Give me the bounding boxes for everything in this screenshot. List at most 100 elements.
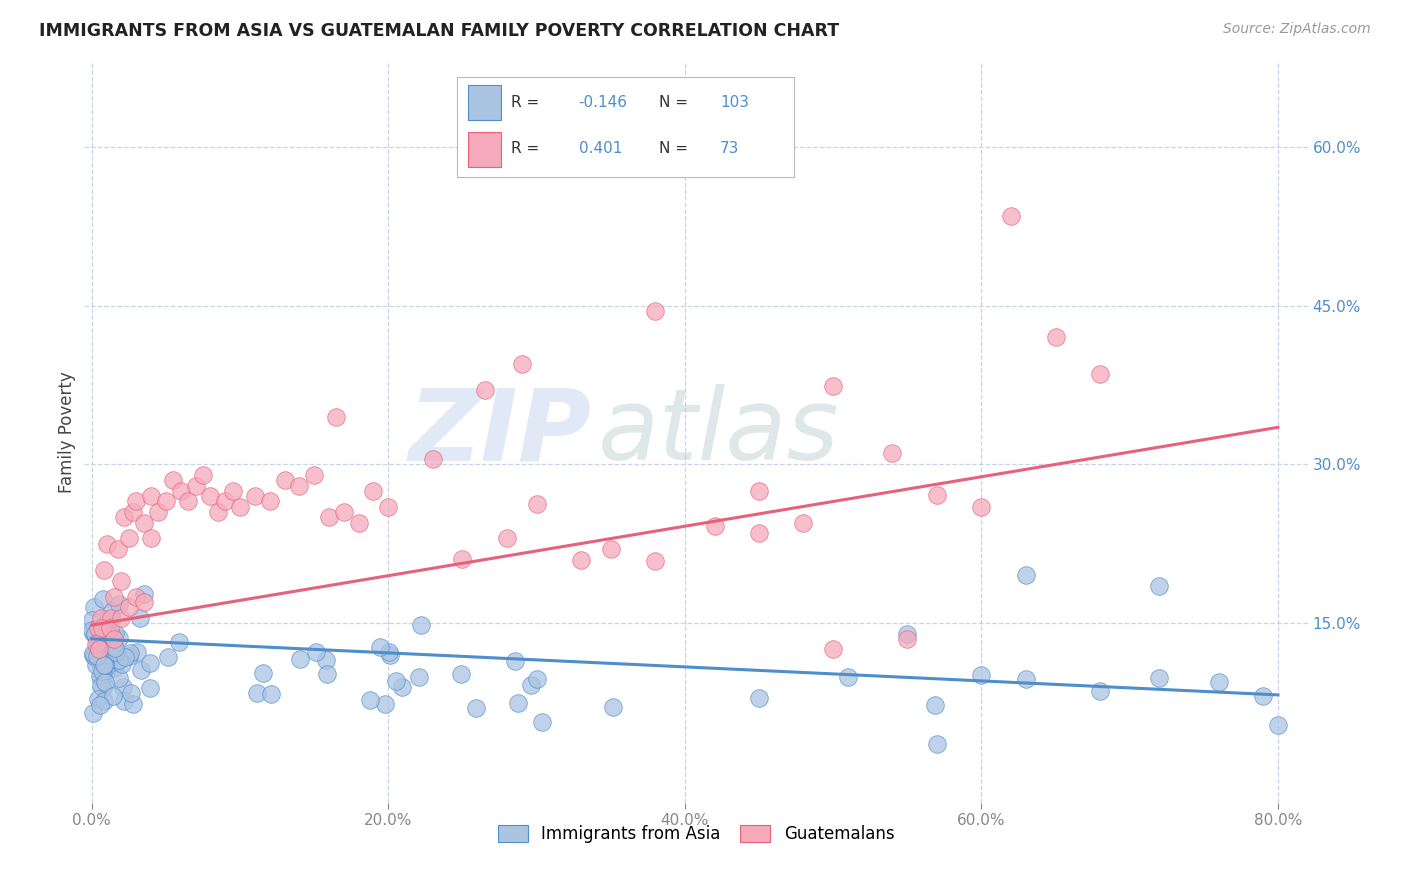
Point [107, 541, 129, 556]
Point [496, 531, 519, 545]
Point [112, 510, 135, 524]
Point [451, 551, 474, 566]
Point [409, 617, 432, 632]
Point [98, 621, 121, 635]
Point [94, 664, 117, 678]
Text: Source: ZipAtlas.com: Source: ZipAtlas.com [1223, 22, 1371, 37]
Point [378, 645, 401, 659]
Point [90, 679, 112, 693]
Point [599, 542, 621, 557]
Y-axis label: Family Poverty: Family Poverty [58, 372, 76, 493]
Point [118, 532, 141, 546]
Point [86, 648, 108, 663]
Point [108, 671, 131, 685]
Point [1149, 671, 1171, 685]
Point [107, 597, 129, 611]
Point [87, 692, 110, 706]
Point [823, 642, 845, 657]
Point [82, 706, 104, 720]
Point [118, 646, 141, 660]
Point [748, 526, 770, 541]
Point [89, 642, 111, 657]
Point [82, 648, 104, 662]
Point [1251, 689, 1274, 703]
Point [273, 473, 295, 487]
Point [108, 631, 131, 645]
Point [96, 625, 118, 640]
Point [89, 698, 111, 713]
Point [86, 629, 108, 643]
Point [191, 467, 214, 482]
Point [112, 694, 135, 708]
Point [288, 478, 311, 492]
Point [125, 494, 148, 508]
Point [363, 483, 385, 498]
Point [1045, 330, 1067, 344]
Point [148, 505, 170, 519]
Point [1015, 568, 1038, 582]
Point [91, 591, 114, 606]
Point [333, 505, 356, 519]
Legend: Immigrants from Asia, Guatemalans: Immigrants from Asia, Guatemalans [491, 819, 901, 850]
Point [748, 483, 770, 498]
Point [93, 658, 115, 673]
Point [94, 674, 117, 689]
Point [83, 600, 105, 615]
Point [184, 478, 207, 492]
Point [91, 622, 114, 636]
Point [91, 672, 114, 686]
Point [132, 516, 155, 530]
Point [925, 737, 948, 751]
Point [122, 505, 145, 519]
Point [925, 488, 948, 502]
Point [823, 379, 845, 393]
Point [128, 611, 150, 625]
Point [108, 653, 131, 667]
Point [105, 648, 128, 663]
Point [96, 638, 118, 652]
Point [103, 661, 125, 675]
Point [80, 613, 103, 627]
Point [90, 611, 112, 625]
Point [120, 686, 142, 700]
Point [464, 700, 486, 714]
Point [422, 452, 444, 467]
Point [305, 645, 328, 659]
Point [93, 563, 115, 577]
Point [1015, 672, 1038, 686]
Point [157, 650, 180, 665]
Point [84, 658, 107, 673]
Point [373, 697, 395, 711]
Point [162, 473, 184, 487]
Point [896, 626, 918, 640]
Point [214, 494, 236, 508]
Point [139, 656, 162, 670]
Point [87, 634, 110, 648]
Point [1000, 209, 1022, 223]
Point [111, 657, 134, 671]
Text: atlas: atlas [598, 384, 839, 481]
Point [91, 681, 114, 695]
Point [792, 516, 814, 530]
Point [82, 646, 104, 660]
Point [531, 715, 554, 730]
Point [107, 652, 129, 666]
Point [96, 611, 118, 625]
Point [139, 489, 162, 503]
Point [450, 666, 472, 681]
Point [132, 587, 155, 601]
Point [118, 600, 141, 615]
Point [170, 483, 193, 498]
Point [924, 698, 946, 713]
Point [118, 649, 141, 664]
Point [896, 632, 918, 646]
Point [132, 595, 155, 609]
Text: ZIP: ZIP [409, 384, 592, 481]
Point [243, 489, 266, 503]
Point [101, 604, 124, 618]
Point [103, 632, 125, 646]
Point [112, 681, 135, 695]
Point [84, 637, 107, 651]
Point [104, 640, 127, 655]
Point [288, 652, 311, 666]
